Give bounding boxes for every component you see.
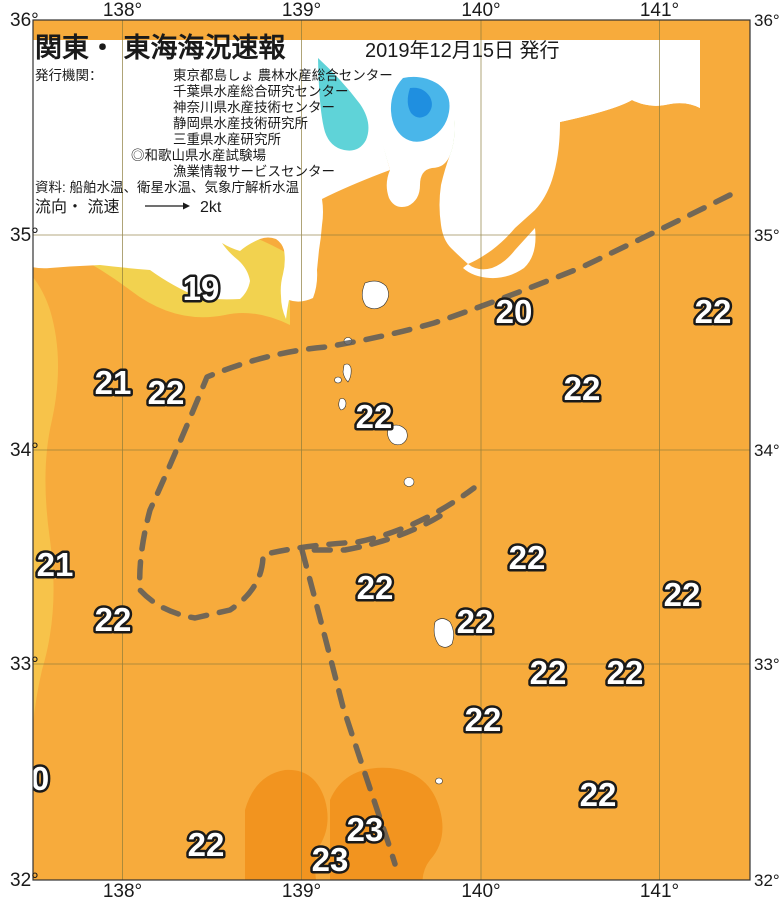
svg-text:22: 22 [564, 370, 601, 407]
svg-text:2019年12月15日 発行: 2019年12月15日 発行 [365, 39, 560, 62]
svg-text:35°: 35° [754, 226, 780, 245]
svg-text:静岡県水産技術研究所: 静岡県水産技術研究所 [173, 116, 308, 131]
svg-text:139°: 139° [282, 881, 321, 900]
svg-text:神奈川県水産技術センター: 神奈川県水産技術センター [173, 100, 335, 115]
svg-text:20: 20 [496, 293, 533, 330]
svg-text:34°: 34° [10, 440, 39, 461]
svg-text:資料: 船舶水温、衛星水温、気象庁解析水温: 資料: 船舶水温、衛星水温、気象庁解析水温 [35, 180, 299, 195]
svg-text:138°: 138° [103, 881, 142, 900]
svg-text:22: 22 [465, 701, 502, 738]
svg-text:36°: 36° [10, 10, 39, 31]
svg-text:32°: 32° [10, 870, 39, 891]
svg-text:22: 22 [607, 654, 644, 691]
svg-text:東京都島しょ 農林水産総合センター: 東京都島しょ 農林水産総合センター [173, 68, 393, 83]
svg-text:千葉県水産総合研究センター: 千葉県水産総合研究センター [173, 84, 349, 99]
svg-text:三重県水産研究所: 三重県水産研究所 [173, 132, 281, 147]
svg-text:22: 22 [695, 293, 732, 330]
svg-text:22: 22 [457, 603, 494, 640]
svg-text:33°: 33° [10, 654, 39, 675]
svg-text:22: 22 [188, 826, 225, 863]
svg-text:141°: 141° [640, 0, 679, 21]
svg-text:141°: 141° [640, 881, 679, 900]
svg-text:22: 22 [509, 539, 546, 576]
svg-text:22: 22 [95, 601, 132, 638]
svg-text:140°: 140° [461, 881, 500, 900]
svg-text:22: 22 [356, 398, 393, 435]
svg-text:21: 21 [95, 364, 132, 401]
svg-text:34°: 34° [754, 441, 780, 460]
svg-text:21: 21 [37, 546, 74, 583]
svg-text:23: 23 [347, 811, 384, 848]
svg-text:◎和歌山県水産試験場: ◎和歌山県水産試験場 [131, 148, 266, 163]
svg-text:漁業情報サービスセンター: 漁業情報サービスセンター [173, 164, 335, 179]
svg-text:22: 22 [530, 654, 567, 691]
svg-text:32°: 32° [754, 871, 780, 890]
svg-text:関東・ 東海海況速報: 関東・ 東海海況速報 [35, 33, 287, 63]
svg-text:2kt: 2kt [200, 199, 222, 216]
svg-text:発行機関：: 発行機関： [35, 68, 103, 83]
svg-text:36°: 36° [754, 11, 780, 30]
svg-text:流向・ 流速: 流向・ 流速 [35, 198, 119, 216]
svg-text:138°: 138° [103, 0, 142, 21]
svg-text:22: 22 [148, 374, 185, 411]
svg-text:22: 22 [664, 576, 701, 613]
svg-text:33°: 33° [754, 655, 780, 674]
svg-text:22: 22 [580, 776, 617, 813]
svg-text:140°: 140° [461, 0, 500, 21]
svg-text:139°: 139° [282, 0, 321, 21]
svg-text:22: 22 [357, 569, 394, 606]
svg-text:23: 23 [312, 841, 349, 878]
svg-text:19: 19 [183, 270, 220, 307]
svg-text:35°: 35° [10, 225, 39, 246]
